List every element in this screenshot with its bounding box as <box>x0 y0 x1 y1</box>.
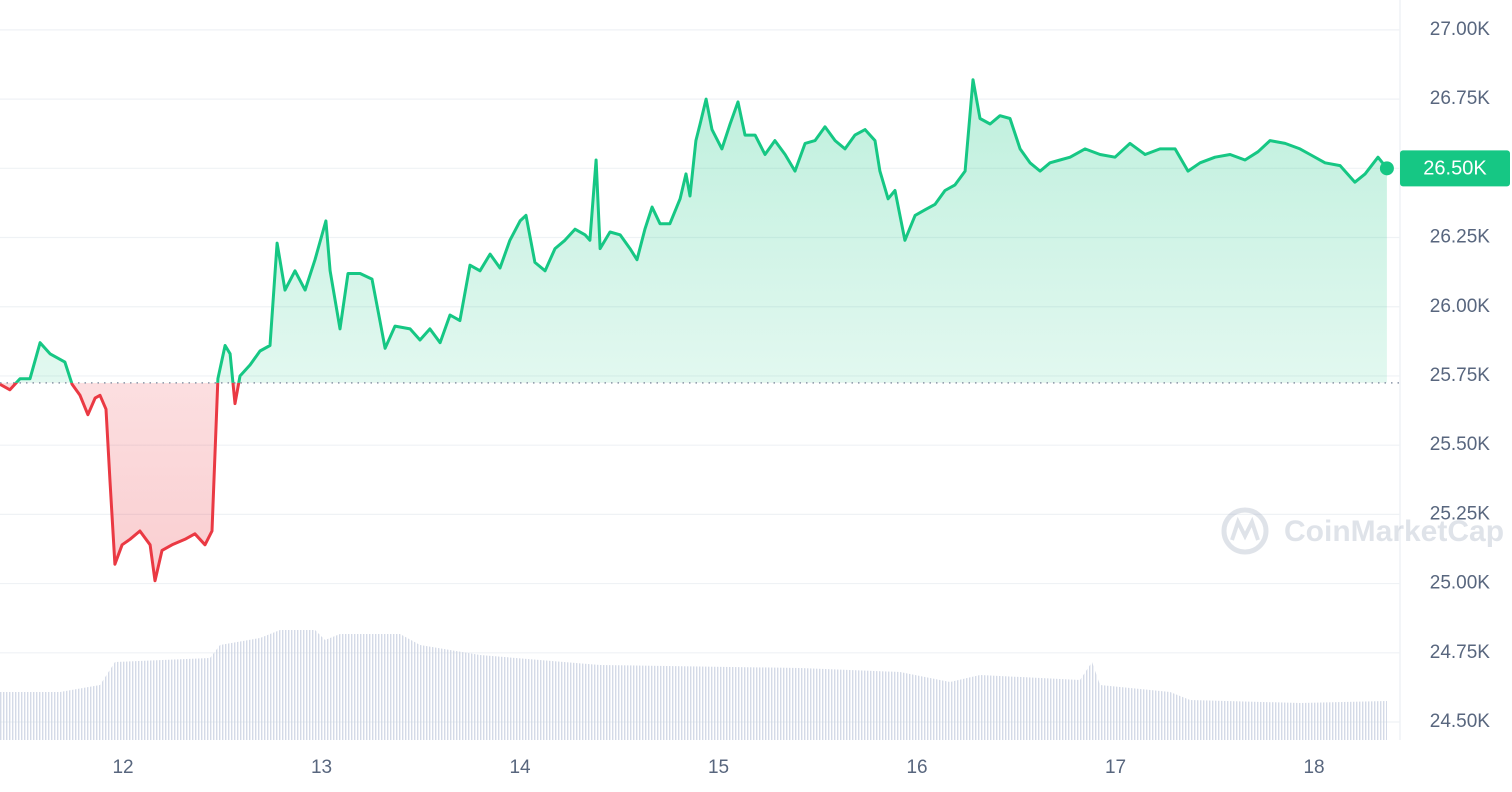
x-tick-label: 15 <box>708 757 729 778</box>
y-tick-label: 26.75K <box>1430 88 1491 109</box>
watermark-text: CoinMarketCap <box>1284 515 1504 548</box>
x-tick-label: 18 <box>1303 757 1324 778</box>
y-tick-label: 26.00K <box>1430 296 1491 317</box>
x-tick-label: 13 <box>311 757 332 778</box>
y-tick-label: 25.00K <box>1430 573 1491 594</box>
y-tick-label: 25.50K <box>1430 434 1491 455</box>
y-tick-label: 26.25K <box>1430 227 1491 248</box>
price-line-up <box>14 78 1389 383</box>
x-tick-label: 16 <box>906 757 927 778</box>
x-tick-label: 17 <box>1105 757 1126 778</box>
axes: 24.50K 24.75K 25.00K 25.25K 25.50K 25.75K 26.0… <box>112 19 1510 778</box>
price-line-down <box>0 382 241 583</box>
watermark: CoinMarketCap <box>1221 507 1504 555</box>
x-tick-label: 12 <box>112 757 133 778</box>
area-down <box>0 382 239 581</box>
area-up <box>0 79 1387 383</box>
current-price-label: 26.50K <box>1423 158 1487 180</box>
last-point <box>1379 161 1394 176</box>
y-tick-label: 25.75K <box>1430 365 1491 386</box>
volume-area <box>0 630 1387 740</box>
plot <box>0 78 1400 583</box>
x-tick-label: 14 <box>509 757 531 778</box>
y-tick-label: 25.25K <box>1430 503 1491 524</box>
y-tick-label: 24.50K <box>1430 711 1491 732</box>
y-tick-label: 24.75K <box>1430 642 1491 663</box>
current-price-badge <box>1400 150 1510 187</box>
y-tick-label: 27.00K <box>1430 19 1491 40</box>
